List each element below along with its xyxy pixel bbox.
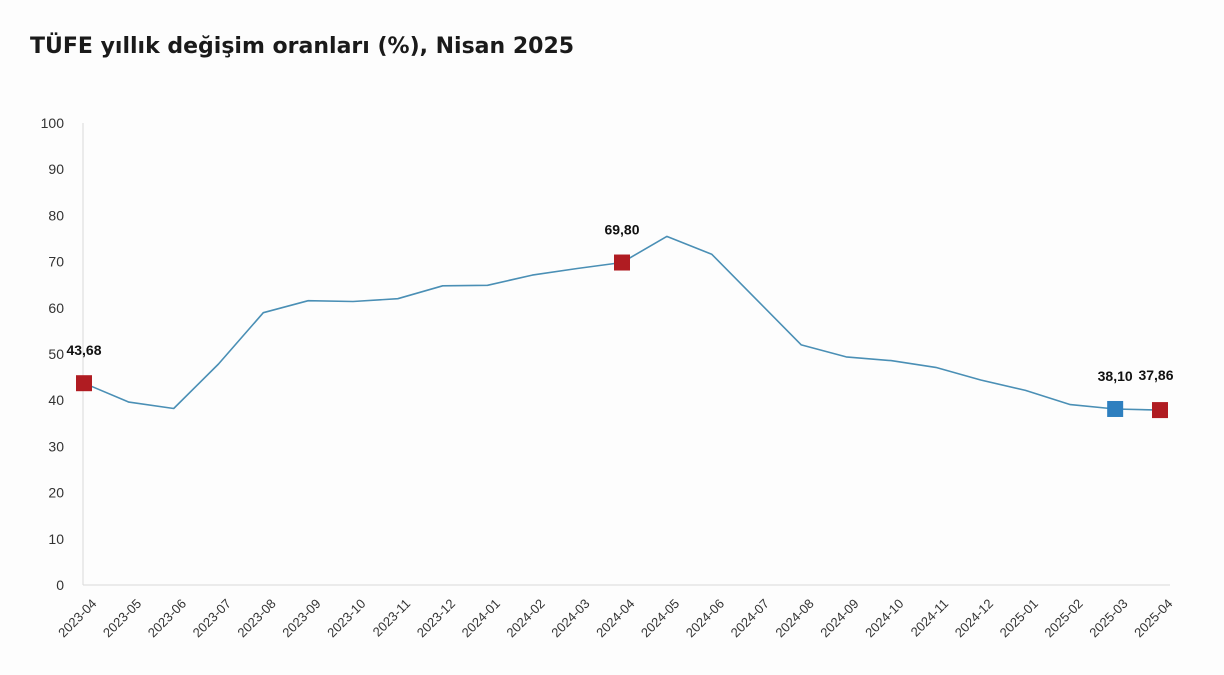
highlight-marker (76, 375, 92, 392)
x-tick-label: 2025-02 (1041, 596, 1085, 640)
x-tick-label: 2024-07 (728, 596, 772, 640)
y-axis: 0 10 20 30 40 50 60 70 80 90 100 (41, 115, 84, 593)
y-tick-label: 10 (48, 531, 64, 547)
highlight-marker (1107, 400, 1124, 417)
x-tick-label: 2023-05 (100, 596, 144, 640)
y-tick-label: 70 (48, 254, 64, 270)
x-tick-label: 2024-05 (638, 596, 682, 640)
y-tick-label: 100 (41, 115, 65, 131)
x-tick-label: 2024-04 (593, 596, 637, 640)
x-tick-label: 2025-03 (1086, 596, 1130, 640)
x-tick-label: 2024-03 (548, 596, 592, 640)
x-tick-label: 2023-11 (370, 596, 414, 640)
x-tick-label: 2024-02 (503, 596, 547, 640)
x-tick-label: 2023-04 (55, 596, 99, 640)
data-label: 38,10 (1098, 368, 1133, 384)
y-tick-label: 90 (48, 161, 64, 177)
x-tick-label: 2024-06 (683, 596, 727, 640)
x-tick-label: 2024-09 (817, 596, 861, 640)
x-tick-label: 2023-07 (190, 596, 234, 640)
marker-layer: 43,68 69,80 38,10 37,86 (66, 222, 1174, 419)
highlight-marker (1152, 402, 1168, 419)
highlight-marker (614, 254, 630, 271)
y-tick-label: 0 (56, 577, 64, 593)
y-tick-label: 50 (48, 346, 64, 362)
x-tick-label: 2023-09 (279, 596, 323, 640)
y-tick-label: 20 (48, 485, 64, 501)
y-tick-label: 60 (48, 300, 64, 316)
data-label: 37,86 (1138, 367, 1173, 383)
x-axis: 2023-04 2023-05 2023-06 2023-07 2023-08 2023-… (55, 584, 1175, 640)
x-tick-label: 2023-06 (145, 596, 189, 640)
x-tick-label: 2023-08 (234, 596, 278, 640)
y-tick-label: 80 (48, 207, 64, 223)
x-tick-label: 2025-04 (1131, 596, 1175, 640)
chart-title: TÜFE yıllık değişim oranları (%), Nisan … (30, 34, 575, 59)
x-tick-label: 2024-08 (772, 596, 816, 640)
x-tick-label: 2023-12 (414, 596, 458, 640)
x-tick-label: 2024-01 (459, 596, 503, 640)
y-tick-label: 40 (48, 392, 64, 408)
data-label: 69,80 (604, 222, 639, 238)
x-tick-label: 2024-12 (952, 596, 996, 640)
x-tick-label: 2025-01 (997, 596, 1041, 640)
x-tick-label: 2024-10 (862, 596, 906, 640)
y-tick-label: 30 (48, 438, 64, 454)
data-label: 43,68 (66, 342, 101, 358)
x-tick-label: 2023-10 (324, 596, 368, 640)
x-tick-label: 2024-11 (908, 596, 952, 640)
